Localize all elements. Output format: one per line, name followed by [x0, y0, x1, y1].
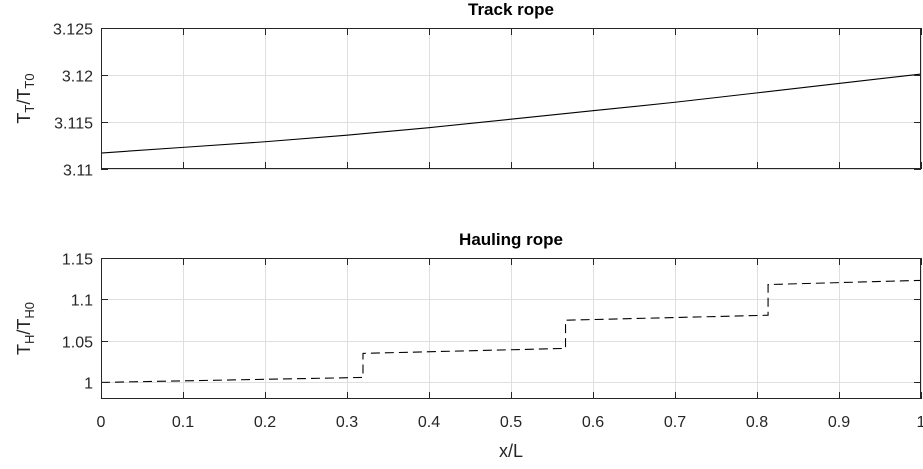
hauling-rope-panel: 1 1.05 1.1 1.15 0 0.1 0.2 0.3 0.4 0.5 0.6 0.7 0.8 0.… [14, 230, 923, 461]
hauling-rope-x-tick-label: 0 [97, 414, 106, 431]
hauling-rope-y-tick-label: 1.05 [62, 335, 93, 352]
track-rope-y-tick-label: 3.125 [53, 22, 93, 39]
hauling-rope-x-tick-label: 0.7 [664, 414, 686, 431]
track-rope-y-tick-label: 3.115 [54, 116, 93, 133]
hauling-rope-x-tick-labels: 0 0.1 0.2 0.3 0.4 0.5 0.6 0.7 0.8 0.9 1 [97, 414, 923, 431]
track-rope-grid [101, 28, 922, 170]
track-rope-y-tick-label: 3.11 [63, 163, 93, 180]
hauling-rope-y-tick-label: 1.15 [62, 252, 93, 269]
track-rope-ylabel-mid: /T [14, 89, 34, 105]
hauling-rope-x-tick-label: 0.8 [746, 414, 768, 431]
hauling-rope-x-tick-label: 1 [917, 414, 923, 431]
hauling-rope-title: Hauling rope [459, 230, 563, 249]
hauling-rope-ylabel-mid: /T [14, 319, 34, 335]
track-rope-ylabel-sub2: T0 [22, 73, 37, 88]
track-rope-y-tick-labels: 3.11 3.115 3.12 3.125 [53, 22, 93, 180]
hauling-rope-y-axis-label: TH/TH0 [14, 302, 37, 355]
hauling-rope-ylabel-sub2: H0 [22, 302, 37, 319]
track-rope-ylabel-sub: T [22, 105, 37, 113]
track-rope-y-axis-label: TT/TT0 [14, 73, 37, 123]
track-rope-ylabel-main: T [14, 113, 34, 124]
hauling-rope-y-tick-label: 1 [84, 376, 93, 393]
hauling-rope-grid [101, 258, 922, 399]
hauling-rope-ylabel-main: T [14, 344, 34, 355]
hauling-rope-x-tick-label: 0.6 [582, 414, 604, 431]
track-rope-panel: 3.11 3.115 3.12 3.125 Track rope TT/TT0 [14, 0, 922, 180]
hauling-rope-ylabel-sub: H [22, 335, 37, 344]
hauling-rope-x-tick-label: 0.2 [254, 414, 276, 431]
track-rope-y-tick-label: 3.12 [62, 69, 93, 86]
hauling-rope-y-tick-label: 1.1 [71, 293, 93, 310]
hauling-rope-y-tick-labels: 1 1.05 1.1 1.15 [62, 252, 93, 393]
track-rope-title: Track rope [468, 0, 554, 19]
hauling-rope-x-tick-label: 0.9 [828, 414, 850, 431]
track-rope-ticks [101, 28, 922, 170]
hauling-rope-x-tick-label: 0.5 [500, 414, 522, 431]
hauling-rope-x-axis-label: x/L [499, 441, 523, 461]
hauling-rope-ticks [101, 258, 922, 399]
hauling-rope-series-line [100, 279, 922, 383]
hauling-rope-x-tick-label: 0.1 [172, 414, 194, 431]
track-rope-series-line [100, 73, 922, 154]
hauling-rope-x-tick-label: 0.4 [418, 414, 440, 431]
hauling-rope-x-tick-label: 0.3 [336, 414, 358, 431]
